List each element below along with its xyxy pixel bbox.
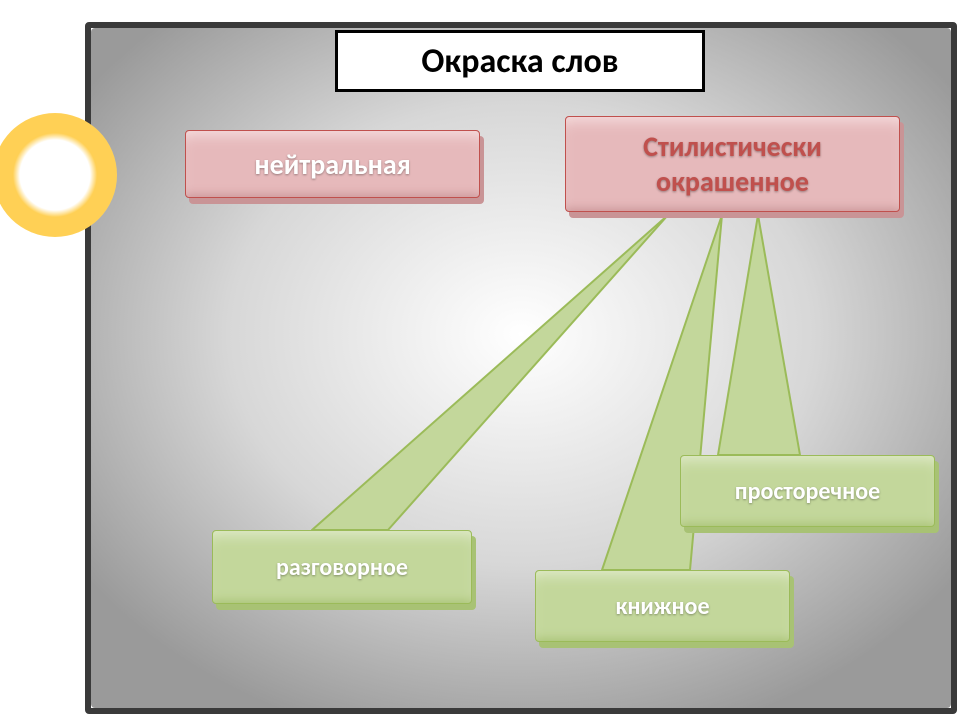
stage: Окраска слов нейтральная Стилистически о… [0, 0, 960, 720]
title-text: Окраска слов [421, 41, 618, 82]
node-bookish: книжное [535, 570, 790, 642]
node-colloquial-label: разговорное [276, 553, 408, 582]
node-neutral-label: нейтральная [254, 147, 410, 182]
node-colloquial: разговорное [212, 530, 472, 604]
node-styled-label: Стилистически окрашенное [643, 129, 822, 199]
node-vulgar-label: просторечное [735, 477, 880, 506]
node-styled: Стилистически окрашенное [565, 116, 900, 212]
node-vulgar: просторечное [680, 455, 935, 527]
node-bookish-label: книжное [615, 592, 709, 621]
page-title: Окраска слов [335, 30, 705, 92]
node-neutral: нейтральная [185, 130, 480, 198]
